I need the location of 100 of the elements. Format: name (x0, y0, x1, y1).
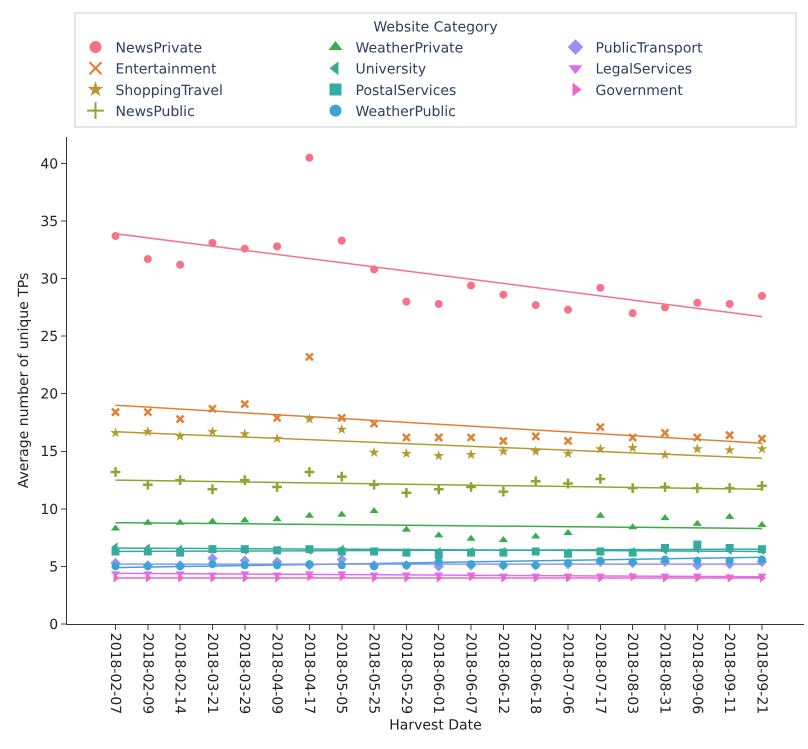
point (143, 407, 153, 417)
point (111, 562, 120, 570)
point (758, 292, 766, 300)
point (660, 449, 670, 460)
point (272, 413, 282, 423)
point (401, 448, 412, 458)
point (208, 404, 218, 414)
point (176, 260, 184, 269)
x-tick-label: 2018-08-03 (624, 632, 640, 714)
point (434, 300, 443, 308)
point (336, 424, 348, 434)
y-tick-label: 35 (40, 214, 58, 230)
point (369, 418, 379, 428)
point (434, 432, 444, 442)
x-tick-label: 2018-03-29 (236, 632, 252, 714)
x-tick-label: 2018-09-21 (753, 632, 770, 714)
y-tick-label: 15 (40, 444, 58, 460)
point (595, 443, 606, 454)
point (628, 558, 637, 566)
legend-label: WeatherPrivate (356, 40, 464, 57)
x-tick-label: 2018-09-06 (688, 632, 705, 714)
point (467, 282, 476, 290)
legend-label: Government (596, 82, 684, 99)
point (110, 427, 121, 438)
point (627, 442, 638, 452)
x-tick-label: 2018-04-09 (268, 632, 285, 714)
legend-label: PostalServices (356, 82, 456, 99)
point (724, 482, 736, 494)
point (303, 466, 316, 478)
legend-label: LegalServices (596, 62, 692, 78)
x-tick-label: 2018-06-12 (494, 632, 511, 714)
point (433, 450, 444, 460)
point (661, 303, 669, 312)
x-tick-label: 2018-09-11 (721, 632, 738, 714)
x-tick-label: 2018-04-17 (300, 632, 317, 714)
x-tick-label: 2018-05-29 (398, 632, 414, 714)
x-tick-label: 2018-02-09 (139, 632, 156, 714)
point (338, 236, 346, 245)
point (564, 558, 572, 567)
y-tick-label: 10 (40, 502, 58, 518)
legend-label: PublicTransport (596, 40, 704, 57)
point (368, 478, 380, 491)
y-tick-label: 20 (40, 386, 58, 403)
point (304, 413, 315, 424)
point (498, 436, 508, 446)
point (402, 432, 412, 442)
point (628, 309, 637, 318)
point (596, 422, 606, 432)
point (692, 432, 702, 442)
point (272, 433, 282, 444)
point (466, 432, 476, 442)
point (368, 446, 380, 457)
point (240, 561, 249, 570)
point (110, 407, 120, 417)
x-tick-label: 2018-05-25 (366, 632, 382, 714)
point (239, 428, 250, 439)
x-tick-label: 2018-06-01 (430, 632, 446, 714)
point (464, 480, 478, 494)
point (337, 413, 347, 423)
point (724, 430, 734, 440)
point (628, 432, 638, 442)
x-tick-label: 2018-06-07 (462, 632, 479, 714)
point (660, 428, 670, 438)
point (661, 556, 669, 564)
point (174, 430, 186, 441)
x-tick-label: 2018-05-05 (333, 632, 350, 714)
point (658, 480, 672, 494)
point (693, 298, 702, 307)
point (562, 477, 574, 490)
point (596, 556, 604, 565)
point (499, 290, 508, 299)
point (530, 432, 540, 442)
legend-label: NewsPrivate (116, 40, 202, 57)
legend-label: ShoppingTravel (116, 82, 223, 99)
point (563, 436, 573, 446)
legend-label: NewsPublic (116, 104, 195, 120)
point (142, 426, 154, 436)
legend-label: University (356, 62, 426, 78)
x-tick-label: 2018-07-17 (592, 632, 608, 714)
x-tick-label: 2018-07-06 (559, 632, 576, 714)
y-tick-label: 5 (49, 559, 58, 576)
point (336, 470, 348, 483)
x-tick-label: 2018-03-21 (204, 632, 220, 714)
point (693, 556, 702, 565)
point (305, 154, 314, 162)
x-tick-label: 2018-02-14 (172, 632, 188, 714)
point (726, 300, 734, 308)
point (142, 478, 154, 491)
point (273, 561, 282, 570)
x-tick-label: 2018-06-18 (527, 632, 544, 714)
point (304, 352, 314, 362)
point (691, 482, 704, 494)
point (726, 556, 734, 565)
point (175, 414, 185, 424)
point (402, 298, 410, 306)
point (532, 301, 540, 310)
point (724, 444, 735, 455)
point (756, 443, 768, 454)
point (238, 474, 251, 486)
point (208, 238, 216, 247)
